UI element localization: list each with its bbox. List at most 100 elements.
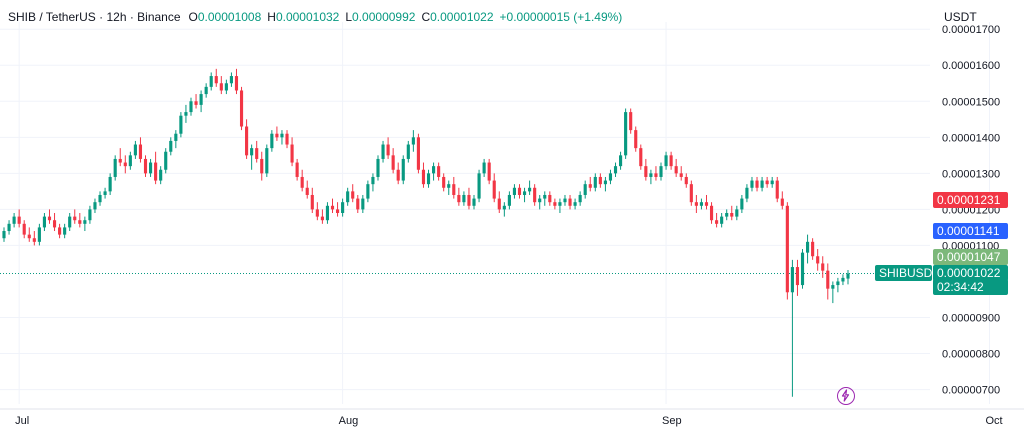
candle-body — [452, 184, 456, 195]
candle-body — [553, 202, 557, 206]
candle-body — [290, 144, 294, 163]
candle-body — [659, 166, 663, 177]
candle-body — [841, 277, 845, 282]
candle-body — [472, 198, 476, 206]
candle-body — [179, 115, 183, 134]
candle-body — [715, 220, 719, 224]
candle-body — [194, 101, 198, 105]
candle-body — [785, 205, 789, 293]
candle-body — [765, 180, 769, 185]
candle-body — [386, 144, 390, 156]
candle-body — [133, 144, 137, 156]
price-tag-red: 0.00001231 — [933, 192, 1008, 208]
candle-body — [674, 166, 678, 174]
candle-body — [229, 76, 233, 84]
candle-body — [260, 158, 264, 174]
candle-body — [265, 148, 269, 174]
candle-body — [603, 180, 607, 185]
candle-body — [548, 194, 552, 203]
candle-body — [406, 144, 410, 159]
close-label: C — [421, 10, 431, 24]
candle-body — [593, 176, 597, 188]
candle-body — [437, 166, 441, 177]
candle-body — [533, 187, 537, 203]
candle-body — [295, 162, 299, 177]
candle-body — [174, 133, 178, 141]
candle-body — [219, 83, 223, 91]
candle-body — [497, 198, 501, 210]
candle-body — [73, 216, 77, 221]
candle-body — [320, 216, 324, 221]
candle-body — [58, 227, 62, 235]
candle-body — [234, 76, 239, 91]
lightning-icon[interactable] — [837, 387, 855, 405]
candle-body — [83, 220, 87, 224]
candle-body — [522, 191, 527, 195]
candle-body — [199, 94, 203, 105]
candle-body — [720, 216, 724, 224]
candle-body — [568, 198, 572, 206]
candle-body — [598, 176, 602, 185]
candle-body — [639, 148, 643, 167]
candle-body — [487, 162, 491, 181]
candle-body — [275, 133, 279, 138]
high-label: H — [267, 10, 276, 24]
y-tick-label: 0.00000800 — [942, 349, 1000, 361]
open-label: O — [188, 10, 198, 24]
candle-body — [270, 133, 274, 149]
y-tick-label: 0.00001300 — [942, 168, 1000, 180]
candle-body — [684, 176, 688, 185]
candle-body — [37, 227, 41, 242]
candle-body — [103, 191, 107, 195]
candle-body — [411, 137, 415, 145]
candle-body — [826, 270, 830, 289]
candle-body — [709, 205, 714, 221]
candle-body — [325, 205, 330, 221]
candle-body — [305, 187, 309, 195]
candle-body — [68, 216, 72, 228]
candle-body — [280, 133, 284, 138]
candle-body — [442, 176, 446, 188]
axis-unit-label[interactable]: USDT — [944, 10, 977, 24]
candle-body — [477, 173, 481, 199]
candle-body — [790, 267, 794, 293]
change-value: +0.00000015 (+1.49%) — [499, 10, 623, 24]
x-tick-label: Aug — [339, 415, 359, 427]
candle-body — [457, 194, 461, 203]
candle-body — [148, 162, 153, 174]
candle-body — [154, 162, 158, 181]
candle-body — [811, 241, 815, 257]
symbol-tag: SHIBUSDT — [875, 265, 940, 281]
candle-body — [492, 180, 496, 199]
candle-body — [32, 238, 36, 242]
candle-body — [462, 194, 466, 203]
candle-body — [88, 209, 92, 221]
candle-body — [12, 216, 16, 224]
candle-body — [396, 169, 400, 181]
candle-body — [63, 227, 67, 235]
candle-body — [300, 176, 304, 188]
candle-body — [22, 223, 26, 235]
candle-body — [578, 194, 582, 203]
candle-body — [93, 202, 97, 210]
candle-body — [98, 194, 102, 203]
candle-body — [447, 184, 451, 188]
candle-body — [629, 112, 633, 131]
candle-body — [356, 198, 360, 210]
grid-lines — [0, 22, 1024, 410]
x-tick-label: Oct — [986, 415, 1003, 427]
x-tick-label: Sep — [662, 415, 682, 427]
candle-body — [846, 273, 850, 279]
candle-body — [770, 180, 774, 185]
candle-body — [649, 173, 653, 177]
candle-body — [624, 112, 628, 156]
candle-body — [588, 184, 592, 188]
candle-body — [780, 198, 784, 206]
candle-body — [831, 285, 835, 289]
ohlc-header: SHIB / TetherUS · 12h · Binance O 0.00001… — [8, 10, 628, 24]
candle-body — [335, 209, 340, 213]
symbol-title[interactable]: SHIB / TetherUS · 12h · Binance — [8, 10, 181, 24]
y-tick-label: 0.00000900 — [942, 313, 1000, 325]
open-value: 0.00001008 — [197, 10, 262, 24]
